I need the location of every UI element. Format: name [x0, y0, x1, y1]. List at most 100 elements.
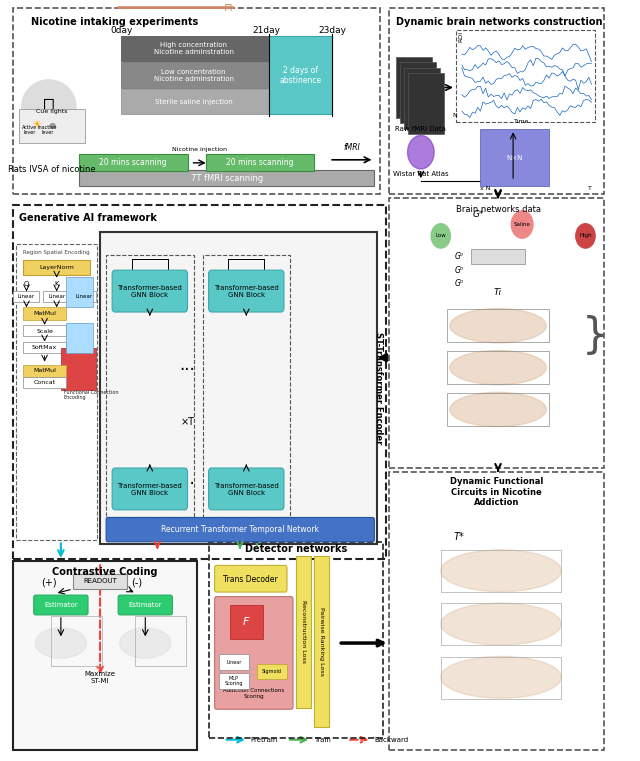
FancyBboxPatch shape — [24, 325, 66, 336]
Text: Maxmize
ST-MI: Maxmize ST-MI — [84, 670, 116, 684]
FancyBboxPatch shape — [296, 556, 311, 708]
FancyBboxPatch shape — [24, 260, 90, 275]
Text: Raw fMRI Data: Raw fMRI Data — [396, 126, 446, 132]
Text: ROI: ROI — [459, 30, 464, 42]
Text: Detector networks: Detector networks — [245, 544, 347, 554]
FancyBboxPatch shape — [480, 129, 549, 186]
Text: 23day: 23day — [318, 26, 346, 35]
FancyBboxPatch shape — [121, 89, 269, 114]
Text: }: } — [581, 315, 608, 358]
Text: Low concentration
Nicotine adminstration: Low concentration Nicotine adminstration — [154, 68, 234, 82]
Text: Dynamic brain networks construction: Dynamic brain networks construction — [396, 17, 602, 27]
Text: 20 mins scanning: 20 mins scanning — [226, 158, 294, 167]
Ellipse shape — [441, 656, 561, 699]
FancyBboxPatch shape — [24, 342, 66, 353]
Text: G⁰: G⁰ — [455, 279, 463, 288]
Text: Wistar Rat Atlas: Wistar Rat Atlas — [393, 171, 449, 177]
FancyBboxPatch shape — [24, 307, 66, 320]
Text: MatMul: MatMul — [33, 368, 56, 373]
Ellipse shape — [22, 80, 76, 133]
FancyBboxPatch shape — [471, 249, 525, 264]
Circle shape — [511, 211, 533, 238]
Text: Train: Train — [314, 737, 331, 743]
Text: Transformer-based
GNN Block: Transformer-based GNN Block — [118, 285, 182, 298]
Text: (+): (+) — [41, 577, 56, 587]
Ellipse shape — [450, 309, 547, 342]
FancyBboxPatch shape — [230, 605, 263, 639]
Text: Linear: Linear — [48, 295, 65, 299]
FancyBboxPatch shape — [404, 68, 440, 129]
Text: Rats IVSA of nicotine: Rats IVSA of nicotine — [8, 164, 95, 174]
Text: Nicotine injection: Nicotine injection — [172, 147, 227, 152]
Text: Brain networks data: Brain networks data — [456, 205, 541, 215]
FancyBboxPatch shape — [112, 468, 188, 510]
FancyBboxPatch shape — [70, 291, 97, 302]
Text: ⊓: ⊓ — [224, 2, 232, 13]
Text: Linear: Linear — [227, 660, 242, 664]
Ellipse shape — [441, 549, 561, 592]
Text: 20 mins scanning: 20 mins scanning — [99, 158, 167, 167]
FancyBboxPatch shape — [121, 36, 269, 61]
Text: ☀: ☀ — [31, 120, 40, 131]
Text: High: High — [579, 234, 592, 238]
Text: Estimator: Estimator — [129, 602, 162, 608]
FancyBboxPatch shape — [79, 170, 374, 186]
FancyBboxPatch shape — [219, 654, 249, 670]
Text: Inactive
lever: Inactive lever — [38, 125, 58, 135]
Text: G⁰: G⁰ — [455, 266, 463, 275]
FancyBboxPatch shape — [118, 595, 172, 615]
Text: Saline: Saline — [514, 222, 531, 227]
Text: Backward: Backward — [374, 737, 408, 743]
Text: High concentration
Nicotine adminstration: High concentration Nicotine adminstratio… — [154, 42, 234, 56]
Text: G⁰: G⁰ — [455, 252, 463, 261]
Text: Ti: Ti — [494, 288, 502, 298]
FancyBboxPatch shape — [209, 468, 284, 510]
Text: Concat: Concat — [33, 380, 56, 385]
Text: 🐀: 🐀 — [43, 97, 54, 116]
Text: ●: ● — [48, 121, 56, 130]
Text: Recurrent Transformer Temporal Network: Recurrent Transformer Temporal Network — [161, 525, 319, 534]
Text: G*: G* — [472, 210, 484, 219]
FancyBboxPatch shape — [13, 561, 196, 750]
Text: 21day: 21day — [252, 26, 280, 35]
FancyBboxPatch shape — [24, 377, 66, 388]
Text: Transformer-based
GNN Block: Transformer-based GNN Block — [118, 482, 182, 496]
Ellipse shape — [450, 393, 547, 426]
Text: ×T: ×T — [180, 417, 195, 428]
Text: Nicotine intaking experiments: Nicotine intaking experiments — [31, 17, 198, 27]
FancyBboxPatch shape — [13, 291, 39, 302]
Text: Active
lever: Active lever — [22, 125, 37, 135]
FancyBboxPatch shape — [396, 57, 432, 118]
FancyBboxPatch shape — [79, 154, 188, 171]
FancyBboxPatch shape — [269, 36, 332, 114]
Text: Reconstruction Loss: Reconstruction Loss — [301, 600, 306, 663]
Ellipse shape — [35, 628, 86, 658]
FancyBboxPatch shape — [19, 109, 85, 143]
FancyBboxPatch shape — [34, 595, 88, 615]
Text: ...: ... — [180, 356, 195, 374]
Text: fMRI: fMRI — [343, 143, 360, 152]
Text: Linear: Linear — [76, 295, 92, 299]
Text: MLP
Scoring: MLP Scoring — [225, 676, 243, 686]
FancyBboxPatch shape — [61, 348, 96, 390]
Text: T: T — [588, 186, 591, 192]
Ellipse shape — [120, 628, 171, 658]
FancyBboxPatch shape — [214, 565, 287, 592]
Circle shape — [576, 224, 595, 248]
FancyBboxPatch shape — [314, 556, 329, 727]
FancyBboxPatch shape — [73, 574, 127, 589]
Text: ST-Transformer Encoder: ST-Transformer Encoder — [374, 332, 383, 444]
Text: Dynamic Functional
Circuits in Nicotine
Addiction: Dynamic Functional Circuits in Nicotine … — [449, 477, 543, 507]
Text: N: N — [452, 113, 457, 118]
Text: Transformer-based
GNN Block: Transformer-based GNN Block — [214, 482, 278, 496]
Text: Addiction Connections
Scoring: Addiction Connections Scoring — [223, 688, 284, 699]
Text: 2 days of
abstinence: 2 days of abstinence — [279, 65, 321, 85]
Text: MatMul: MatMul — [33, 311, 56, 316]
Text: Scale: Scale — [36, 329, 53, 333]
Text: x N: x N — [480, 186, 490, 192]
Text: READOUT: READOUT — [83, 578, 117, 584]
FancyBboxPatch shape — [214, 597, 293, 709]
Text: K: K — [54, 281, 59, 287]
Text: Contrastive Coding: Contrastive Coding — [52, 567, 157, 577]
Text: Trans Decoder: Trans Decoder — [223, 575, 278, 584]
